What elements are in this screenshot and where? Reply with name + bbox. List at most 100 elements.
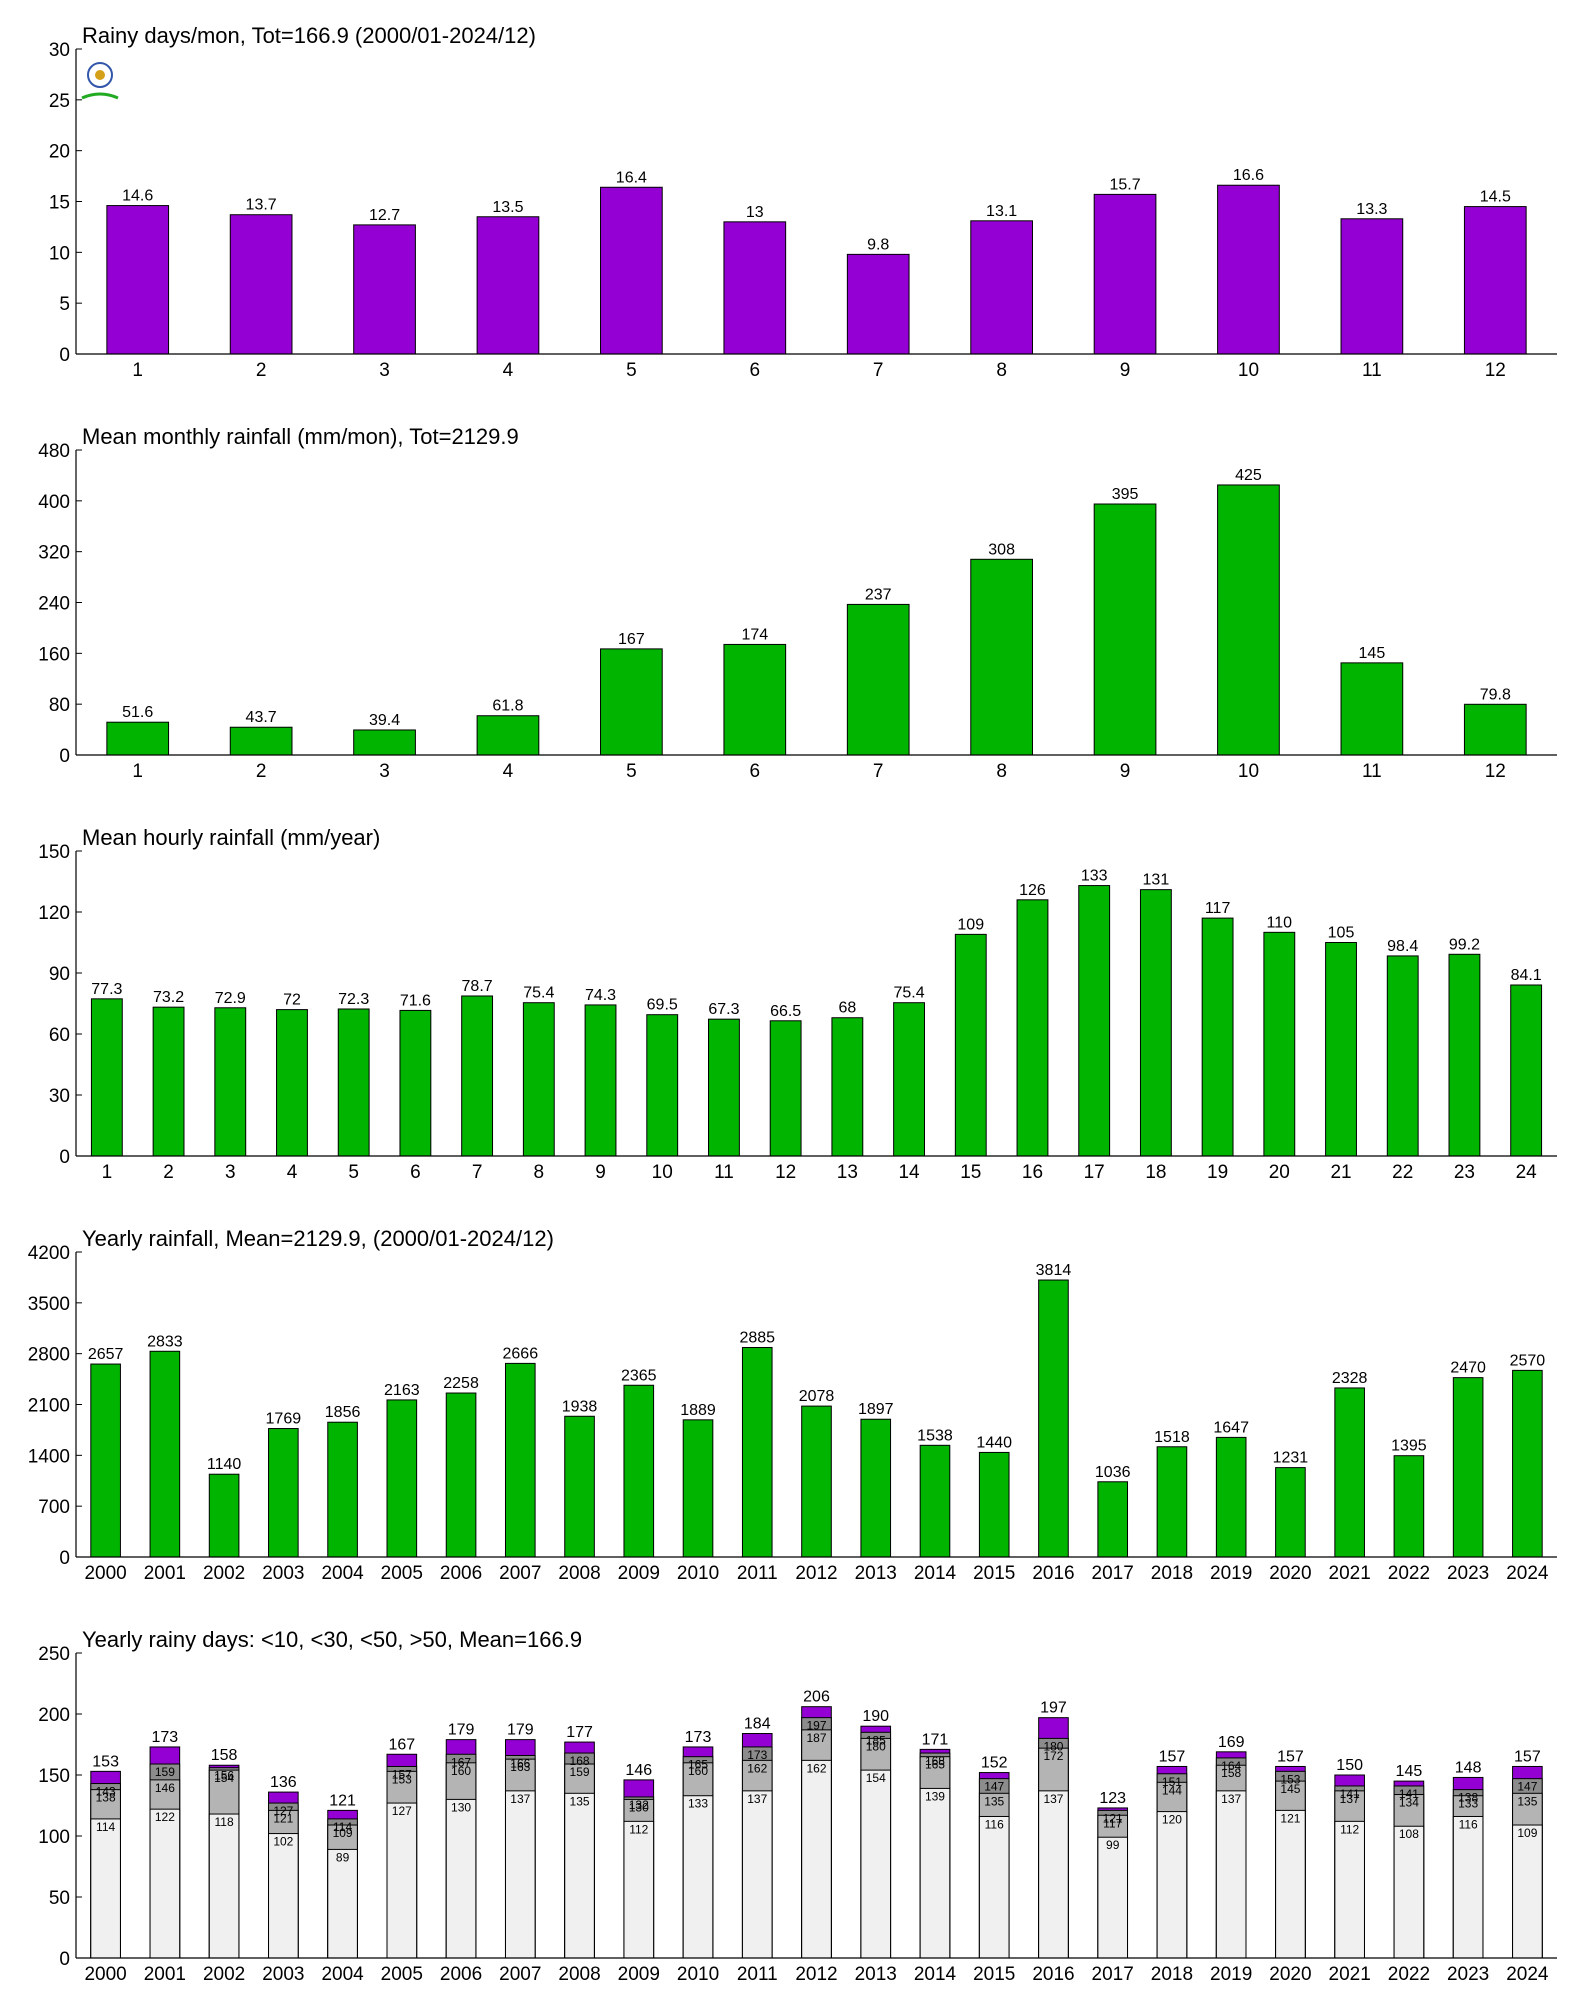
- bar-segment: [682, 1795, 714, 1959]
- x-tick-label: 2011: [737, 1563, 778, 1584]
- value-label: 1538: [917, 1427, 953, 1444]
- y-tick-label: 2800: [28, 1345, 70, 1366]
- y-tick-label: 480: [38, 441, 70, 462]
- value-label: 165: [925, 1758, 945, 1772]
- value-label: 154: [866, 1771, 886, 1785]
- bar: [327, 1421, 358, 1558]
- bar: [584, 1004, 617, 1157]
- value-label: 16.4: [616, 169, 647, 186]
- x-tick-label: 24: [1516, 1162, 1538, 1183]
- x-tick-label: 4: [503, 360, 514, 381]
- bar: [229, 726, 293, 756]
- value-label: 99: [1106, 1838, 1120, 1852]
- bar: [954, 933, 987, 1157]
- value-label: 1231: [1273, 1450, 1309, 1467]
- value-label: 1897: [858, 1401, 894, 1418]
- value-label: 157: [392, 1767, 412, 1781]
- value-label: 180: [1043, 1739, 1063, 1753]
- bar: [353, 224, 416, 355]
- bar-segment: [564, 1792, 595, 1959]
- value-label: 98.4: [1387, 938, 1418, 955]
- x-tick-label: 3: [379, 360, 390, 381]
- x-tick-label: 2000: [84, 1563, 126, 1584]
- y-tick-label: 1400: [28, 1446, 70, 1467]
- value-label: 127: [392, 1804, 412, 1818]
- x-tick-label: 11: [1362, 761, 1382, 782]
- x-tick-label: 2011: [737, 1964, 778, 1985]
- x-tick-label: 2020: [1269, 1563, 1311, 1584]
- x-tick-label: 2019: [1210, 1964, 1252, 1985]
- x-tick-label: 2015: [973, 1563, 1015, 1584]
- x-tick-label: 22: [1392, 1162, 1413, 1183]
- y-tick-label: 10: [49, 243, 70, 264]
- value-label: 16.6: [1233, 167, 1264, 184]
- bar: [106, 721, 170, 756]
- bar: [90, 1363, 121, 1558]
- value-label: 147: [984, 1780, 1004, 1794]
- value-label: 75.4: [523, 985, 554, 1002]
- value-label: 13.7: [246, 197, 277, 214]
- value-label: 121: [273, 1811, 293, 1825]
- bar: [1217, 184, 1280, 355]
- value-label: 14.5: [1480, 189, 1511, 206]
- value-label: 395: [1112, 486, 1139, 503]
- bar: [353, 729, 416, 756]
- x-tick-label: 2004: [321, 1964, 364, 1985]
- value-label: 126: [1019, 882, 1046, 899]
- x-tick-label: 2014: [914, 1563, 957, 1584]
- bar: [476, 715, 540, 756]
- bar-segment: [327, 1848, 358, 1959]
- value-label: 3814: [1036, 1262, 1072, 1279]
- value-label: 146: [155, 1781, 175, 1795]
- value-label: 165: [688, 1758, 708, 1772]
- y-tick-label: 30: [49, 40, 70, 61]
- bar: [893, 1002, 925, 1157]
- bar: [268, 1428, 299, 1558]
- bar: [504, 1362, 536, 1558]
- x-tick-label: 2021: [1329, 1563, 1371, 1584]
- value-label: 164: [1221, 1759, 1241, 1773]
- value-label: 1938: [562, 1398, 598, 1415]
- chart-title: Rainy days/mon, Tot=166.9 (2000/01-2024/…: [82, 23, 536, 48]
- bar-segment: [919, 1787, 951, 1959]
- value-label: 1518: [1154, 1429, 1190, 1446]
- y-tick-label: 25: [49, 91, 70, 112]
- y-tick-label: 0: [59, 345, 70, 366]
- value-label: 179: [448, 1722, 475, 1739]
- x-tick-label: 23: [1454, 1162, 1475, 1183]
- value-label: 153: [392, 1772, 412, 1786]
- value-label: 116: [985, 1817, 1004, 1831]
- bar-segment: [978, 1815, 1010, 1959]
- value-label: 132: [629, 1798, 649, 1812]
- x-tick-label: 2024: [1506, 1964, 1549, 1985]
- value-label: 177: [566, 1724, 593, 1741]
- y-tick-label: 0: [59, 1548, 70, 1569]
- value-label: 206: [803, 1689, 830, 1706]
- x-tick-label: 2023: [1447, 1563, 1489, 1584]
- bar-segment: [1512, 1824, 1543, 1959]
- value-label: 66.5: [770, 1003, 801, 1020]
- bar: [919, 1444, 951, 1558]
- value-label: 162: [806, 1761, 826, 1775]
- y-tick-label: 2100: [28, 1396, 70, 1417]
- bar-segment: [149, 1808, 181, 1959]
- chart-title: Yearly rainfall, Mean=2129.9, (2000/01-2…: [82, 1226, 554, 1251]
- value-label: 117: [1103, 1816, 1122, 1830]
- bar: [1275, 1467, 1306, 1558]
- value-label: 143: [96, 1785, 116, 1799]
- x-tick-label: 10: [1238, 761, 1259, 782]
- value-label: 116: [1459, 1817, 1478, 1831]
- value-label: 156: [214, 1769, 234, 1783]
- x-tick-label: 9: [595, 1162, 606, 1183]
- x-tick-label: 2010: [677, 1563, 719, 1584]
- value-label: 308: [988, 541, 1015, 558]
- value-label: 1647: [1213, 1419, 1249, 1436]
- value-label: 2570: [1510, 1352, 1546, 1369]
- bar-segment: [90, 1818, 121, 1959]
- value-label: 2470: [1450, 1360, 1486, 1377]
- y-tick-label: 80: [49, 695, 70, 716]
- x-tick-label: 2023: [1447, 1964, 1489, 1985]
- bar-segment: [1038, 1790, 1069, 1959]
- bar-segment: [208, 1813, 240, 1959]
